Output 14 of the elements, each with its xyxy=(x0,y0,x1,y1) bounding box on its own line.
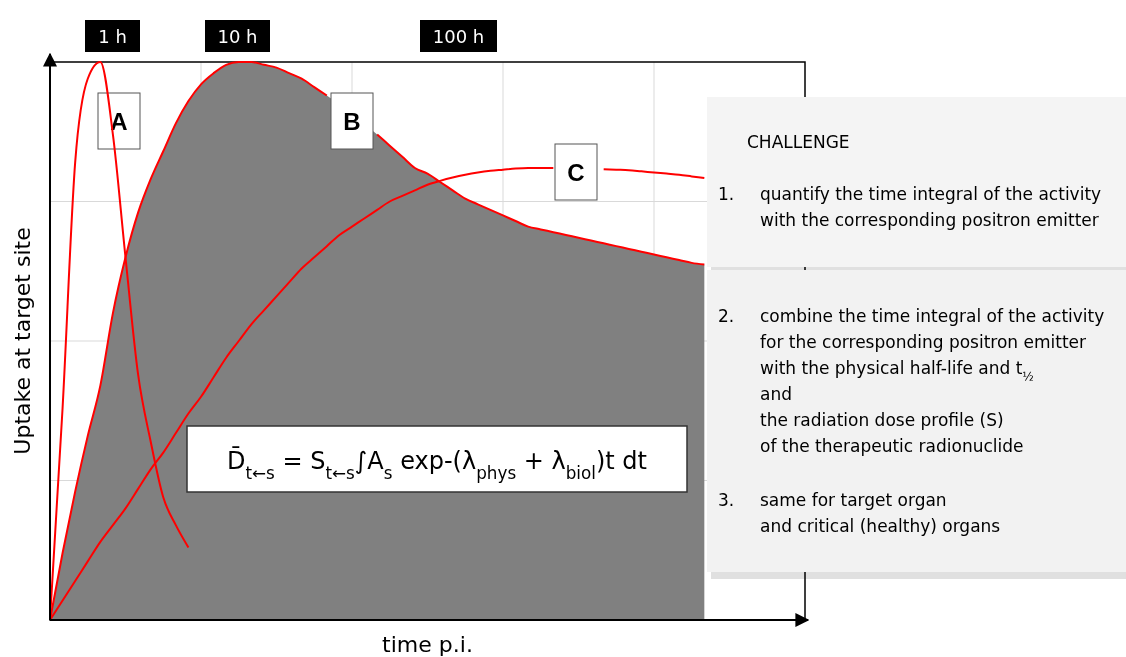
text: 10 h xyxy=(217,26,258,47)
text: 1. quantify the time integral of the activity with the corresponding positron emitter xyxy=(718,184,1102,230)
text: D̄$_{t←s}$ = S$_{t←s}$∫A$_{s}$ exp-(λ$_{phys}$ + λ$_{biol}$)t dt xyxy=(226,447,648,483)
y-axis-title: Uptake at target site xyxy=(10,227,35,455)
series-label: C xyxy=(567,159,585,186)
name-box: B xyxy=(330,92,374,150)
text: 2. combine the time integral of the activity for the corresponding positron emitter with the physical half-life and t$_{½}$ and the radiation dose profile (S) of the therapeutic radionuclide xyxy=(718,306,1105,456)
annotation: CHALLENGE xyxy=(747,132,850,152)
text: 1 h xyxy=(98,26,127,47)
series-label: B xyxy=(343,108,361,135)
x-axis-title: time p.i. xyxy=(382,632,473,657)
text: 3. same for target organ and critical (healthy) organs xyxy=(718,490,1001,536)
name-box: C xyxy=(554,143,598,201)
text: 100 h xyxy=(432,26,485,47)
